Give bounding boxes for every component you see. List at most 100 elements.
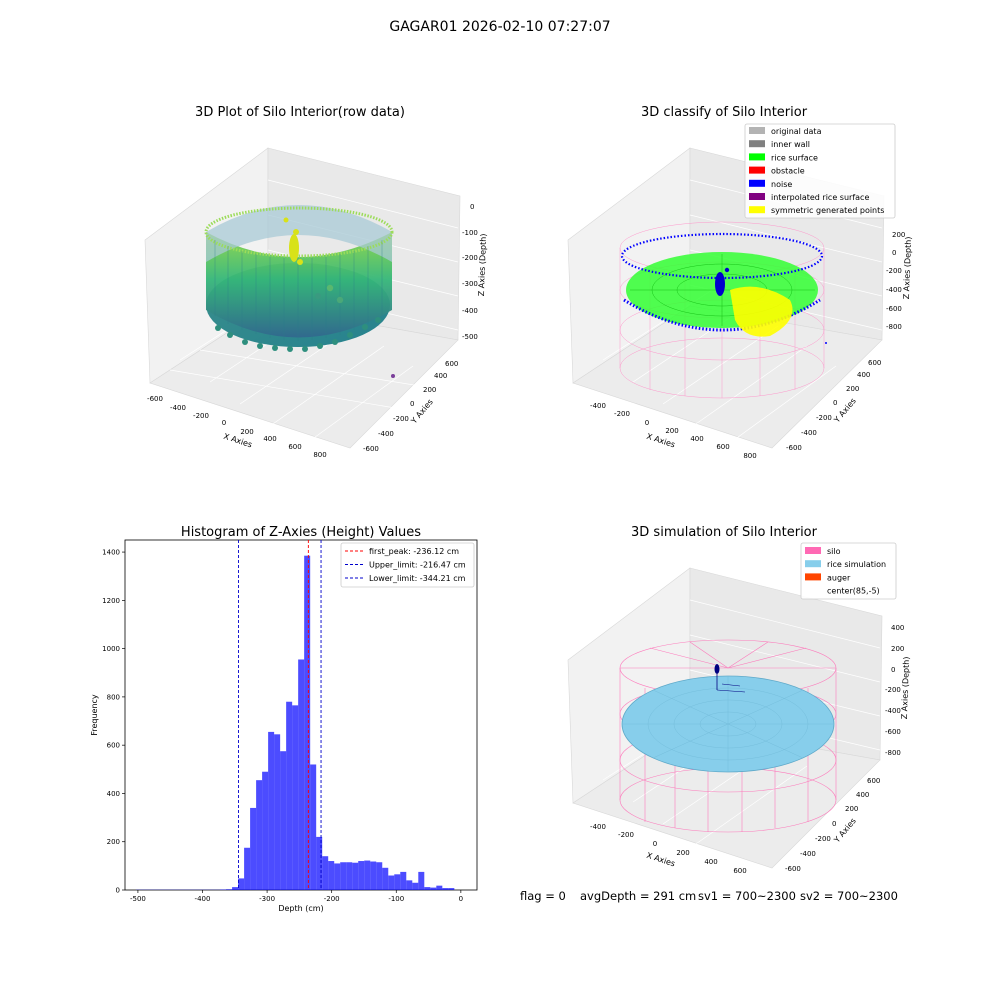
- hist-x-ticks: -500 -400 -300 -200 -100 0: [130, 890, 463, 903]
- panel1-z-tick: -500: [462, 333, 478, 341]
- hist-bar: [406, 880, 413, 890]
- panel4-y-tick: -200: [815, 835, 831, 843]
- hist-vlines: [238, 540, 322, 890]
- panel2-z-tick: -200: [886, 267, 902, 275]
- panel2-legend: original data inner wall rice surface obsta…: [744, 123, 896, 219]
- panel4-legend-swatch: [805, 586, 821, 594]
- panel1-y-tick: 200: [423, 386, 436, 394]
- hist-bars: [135, 555, 455, 890]
- hist-x-tick-label: -500: [130, 895, 146, 903]
- hist-bar: [412, 882, 419, 890]
- panel1-y-tick: -400: [378, 430, 394, 438]
- panel4-y-tick: 0: [832, 820, 836, 828]
- hist-x-tick-label: -100: [388, 895, 404, 903]
- panel2-outlier-point: [825, 342, 827, 344]
- panel2-x-tick: 400: [690, 435, 703, 443]
- hist-bar: [232, 887, 239, 890]
- panel4-y-tick: -600: [785, 865, 801, 873]
- panel2-legend-swatch: [749, 206, 765, 214]
- panel4-x-tick: -200: [618, 831, 634, 839]
- hist-y-tick-label: 1000: [102, 645, 120, 653]
- hist-bar: [334, 863, 341, 890]
- hist-bar: [364, 860, 371, 890]
- panel2-legend-swatch: [749, 179, 765, 187]
- panel2-x-tick: 800: [743, 452, 756, 460]
- panel2-z-tick: 0: [892, 249, 896, 257]
- panel2-y-tick: 200: [846, 385, 859, 393]
- panel2-z-tick: -600: [886, 305, 902, 313]
- panel4-legend-label: rice simulation: [827, 560, 886, 569]
- hist-bar: [340, 862, 347, 890]
- panel4-x-tick: -400: [590, 823, 606, 831]
- panel1-scatter-dots: [215, 284, 381, 352]
- hist-x-tick-label: -400: [195, 895, 211, 903]
- hist-bar: [328, 861, 335, 890]
- panel1-x-tick: 600: [288, 443, 301, 451]
- panel2-legend-swatch: [749, 140, 765, 148]
- hist-x-tick-label: -300: [259, 895, 275, 903]
- panel2-legend-swatch: [749, 193, 765, 200]
- panel2-legend-label: inner wall: [771, 140, 810, 149]
- panel2-legend-swatch: [749, 127, 765, 134]
- hist-bar: [430, 887, 437, 890]
- hist-bar: [448, 888, 455, 890]
- panel1-x-tick: 800: [313, 451, 326, 459]
- panel4-x-tick: 400: [704, 858, 717, 866]
- panel4-legend: silo rice simulation auger center(85,-5): [800, 542, 897, 600]
- hist-legend-label: Upper_limit: -216.47 cm: [369, 561, 466, 570]
- status-sv2: sv2 = 700~2300: [800, 889, 898, 903]
- panel1-x-tick: 400: [263, 435, 276, 443]
- panel1-z-tick: 0: [470, 203, 474, 211]
- hist-bar: [250, 807, 257, 890]
- hist-bar: [268, 731, 275, 890]
- hist-bar: [394, 874, 401, 890]
- panel4-legend-label: auger: [827, 573, 851, 582]
- panel1-x-tick: 0: [222, 419, 226, 427]
- hist-y-tick-label: 400: [107, 790, 120, 798]
- panel4-x-ticks: -400 -200 0 200 400 600: [590, 823, 747, 875]
- hist-y-tick-label: 800: [107, 693, 120, 701]
- panel2-z-tick: 200: [892, 231, 905, 239]
- hist-bar: [226, 889, 233, 890]
- hist-bar: [280, 751, 287, 890]
- panel1-y-tick: -200: [393, 415, 409, 423]
- panel1-title: 3D Plot of Silo Interior(row data): [195, 105, 405, 120]
- panel2-legend-label: interpolated rice surface: [771, 193, 869, 202]
- panel2-legend-label: original data: [771, 127, 822, 136]
- panel2-symmetric-points: [730, 286, 793, 337]
- hist-bar: [346, 862, 353, 890]
- panel4-x-label: X Axies: [645, 851, 676, 869]
- panel1-x-tick: -400: [170, 404, 186, 412]
- hist-y-tick-label: 1400: [102, 549, 120, 557]
- hist-legend: first_peak: -236.12 cm Upper_limit: -216.…: [340, 542, 475, 588]
- panel4-z-tick: -800: [885, 749, 901, 757]
- hist-legend-label: Lower_limit: -344.21 cm: [369, 574, 466, 583]
- panel4-title: 3D simulation of Silo Interior: [631, 525, 818, 540]
- panel4-legend-label: silo: [827, 547, 841, 556]
- hist-bar: [322, 856, 329, 890]
- panel4-legend-frame: [800, 542, 897, 600]
- hist-y-tick-label: 600: [107, 742, 120, 750]
- panel2-z-ticks: -800 -600 -400 -200 0 200: [886, 231, 905, 331]
- panel2-x-tick: 600: [716, 443, 729, 451]
- panel4-x-tick: 0: [653, 840, 657, 848]
- panel1-y-ticks: -600 -400 -200 0 200 400 600: [363, 360, 458, 453]
- panel2-title: 3D classify of Silo Interior: [641, 105, 808, 120]
- panel2-y-tick: 0: [833, 399, 837, 407]
- panel2-legend-label: obstacle: [771, 167, 805, 176]
- hist-bar: [316, 836, 323, 890]
- hist-bar: [310, 764, 317, 890]
- hist-y-label: Frequency: [90, 694, 99, 736]
- panel-histogram: Histogram of Z-Axies (Height) Values -50…: [90, 525, 478, 913]
- panel1-y-tick: 0: [410, 400, 414, 408]
- panel4-legend-label: center(85,-5): [827, 587, 880, 596]
- hist-bar: [352, 862, 359, 890]
- panel4-legend-swatch: [805, 573, 821, 581]
- panel-raw-data-3d: 3D Plot of Silo Interior(row data): [144, 105, 488, 459]
- panel4-rice-mesh: [622, 676, 834, 772]
- panel2-legend-swatch: [749, 166, 765, 174]
- panel4-y-tick: 200: [845, 805, 858, 813]
- panel4-y-tick: 600: [867, 777, 880, 785]
- hist-bar: [262, 771, 269, 890]
